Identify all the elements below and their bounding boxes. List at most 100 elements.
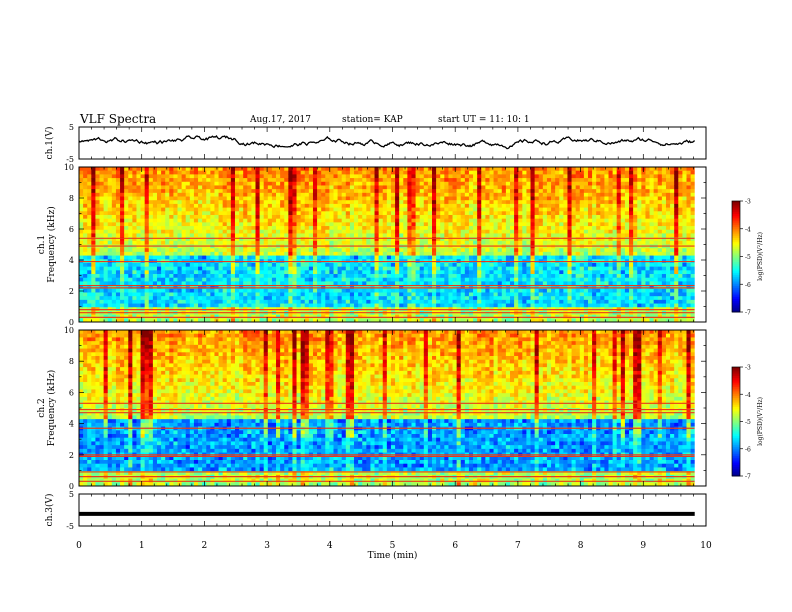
spectrogram-cell (169, 196, 174, 201)
spectrogram-cell (390, 222, 396, 227)
spectrogram-cell (321, 285, 326, 290)
spectrogram-cell (329, 192, 334, 197)
spectrogram-cell (83, 288, 88, 293)
spectrogram-cell (390, 292, 396, 297)
spectrogram-cell (206, 270, 211, 275)
spectrogram-cell (325, 296, 330, 301)
spectrogram-cell (481, 281, 486, 286)
spectrogram-cell (514, 255, 519, 260)
spectrogram-cell (128, 270, 133, 275)
spectrogram-cell (386, 296, 392, 301)
spectrogram-cell (464, 211, 470, 216)
spectrogram-cell (493, 174, 499, 179)
spectrogram-cell (341, 240, 347, 245)
spectrogram-cell (497, 240, 503, 245)
spectrogram-cell (99, 189, 105, 194)
spectrogram-cell (452, 266, 458, 271)
spectrogram-cell (419, 167, 425, 172)
spectrogram-cell (440, 240, 445, 245)
spectrogram-cell (177, 218, 183, 223)
spectrogram-cell (83, 181, 88, 186)
spectrogram-cell (378, 288, 384, 293)
spectrogram-cell (514, 285, 519, 290)
spectrogram-cell (493, 318, 499, 323)
spectrogram-cell (501, 189, 507, 194)
spectrogram-cell (551, 167, 556, 172)
spectrogram-cell (362, 299, 367, 304)
spectrogram-cell (378, 314, 384, 319)
spectrogram-cell (185, 240, 191, 245)
spectrogram-cell (366, 281, 371, 286)
spectrogram-cell (234, 170, 240, 175)
spectrogram-cell (304, 226, 310, 231)
spectrogram-cell (214, 299, 219, 304)
spectrogram-cell (173, 192, 178, 197)
spectrogram-cell (485, 314, 490, 319)
spectrogram-cell (382, 233, 388, 238)
spectrogram-cell (432, 192, 437, 197)
spectrogram-cell (477, 167, 482, 172)
spectrogram-cell (239, 200, 244, 205)
spectrogram-cell (234, 240, 240, 245)
spectrogram-cell (259, 192, 265, 197)
spectrogram-cell (317, 211, 322, 216)
spectrogram-cell (317, 185, 322, 190)
spectrogram-cell (87, 185, 92, 190)
spectrogram-cell (366, 288, 371, 293)
spectrogram-cell (144, 167, 150, 172)
spectrogram-cell (132, 200, 137, 205)
spectrogram-cell (423, 167, 429, 172)
spectrogram-cell (202, 251, 207, 256)
spectrogram-cell (489, 262, 494, 268)
spectrogram-cell (362, 222, 367, 227)
spectrogram-cell (546, 196, 552, 201)
spectrogram-cell (230, 167, 236, 172)
spectrogram-cell (189, 262, 195, 268)
plot-title: VLF Spectra (80, 112, 157, 126)
spectrogram-cell (448, 200, 453, 205)
spectrogram-cell (358, 181, 363, 186)
spectrogram-cell (526, 314, 531, 319)
spectrogram-cell (468, 170, 474, 175)
spectrogram-cell (312, 262, 318, 268)
spectrogram-cell (280, 281, 285, 286)
spectrogram-cell (111, 270, 117, 275)
spectrogram-cell (485, 285, 490, 290)
spectrogram-cell (514, 185, 519, 190)
spectrogram-cell (386, 248, 392, 253)
spectrogram-cell (423, 248, 429, 253)
spectrogram-cell (501, 218, 507, 223)
spectrogram-cell (452, 207, 458, 212)
spectrogram-cell (91, 233, 96, 238)
spectrogram-cell (386, 266, 392, 271)
spectrogram-cell (140, 266, 146, 271)
spectrogram-cell (468, 226, 474, 231)
spectrogram-cell (103, 211, 109, 216)
spectrogram-cell (161, 285, 166, 290)
spectrogram-cell (91, 185, 96, 190)
spectrogram-cell (362, 211, 367, 216)
spectrogram-cell (468, 288, 474, 293)
spectrogram-cell (362, 255, 367, 260)
spectrogram-cell (530, 274, 536, 279)
spectrogram-cell (189, 174, 195, 179)
spectrogram-cell (276, 229, 281, 234)
spectrogram-cell (189, 200, 195, 205)
spectrogram-cell (198, 196, 203, 201)
spectrogram-cell (477, 262, 482, 268)
spectrogram-cell (83, 248, 88, 253)
spectrogram-cell (271, 240, 277, 245)
spectrogram-cell (288, 314, 293, 319)
spectrogram-cell (493, 237, 499, 242)
spectrogram-cell (91, 192, 96, 197)
spectrogram-cell (218, 270, 224, 275)
spectrogram-cell (534, 170, 540, 175)
spectrogram-cell (542, 178, 548, 183)
spectrogram-cell (354, 288, 359, 293)
spectrogram-cell (444, 270, 449, 275)
spectrogram-cell (366, 303, 371, 308)
spectrogram-cell (202, 229, 207, 234)
spectrogram-cell (156, 299, 162, 304)
spectrogram-cell (292, 314, 297, 319)
spectrogram-cell (206, 211, 211, 216)
